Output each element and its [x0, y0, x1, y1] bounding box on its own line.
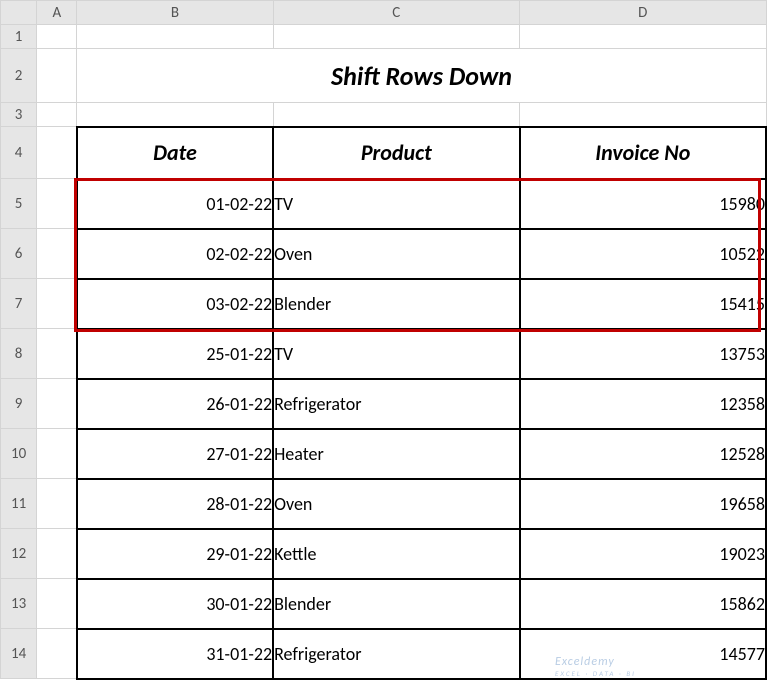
row-header-14[interactable]: 14: [1, 629, 37, 679]
col-header-C[interactable]: C: [273, 1, 519, 25]
cell-date[interactable]: 01-02-22: [77, 179, 273, 229]
cell-product[interactable]: TV: [273, 179, 519, 229]
cell-product[interactable]: TV: [273, 329, 519, 379]
cell-date[interactable]: 02-02-22: [77, 229, 273, 279]
cell-product[interactable]: Blender: [273, 579, 519, 629]
cell[interactable]: [273, 103, 519, 127]
cell-date[interactable]: 30-01-22: [77, 579, 273, 629]
cell[interactable]: [77, 25, 273, 49]
cell-date[interactable]: 25-01-22: [77, 329, 273, 379]
cell-invoice[interactable]: 15980: [520, 179, 766, 229]
cell-invoice[interactable]: 10522: [520, 229, 766, 279]
cell[interactable]: [37, 25, 77, 49]
cell-product[interactable]: Refrigerator: [273, 629, 519, 679]
cell[interactable]: [37, 279, 77, 329]
row-header-2[interactable]: 2: [1, 49, 37, 103]
row-header-4[interactable]: 4: [1, 127, 37, 179]
cell-date[interactable]: 28-01-22: [77, 479, 273, 529]
cell-product[interactable]: Refrigerator: [273, 379, 519, 429]
header-invoice[interactable]: Invoice No: [520, 127, 766, 179]
cell-invoice[interactable]: 15415: [520, 279, 766, 329]
cell-date[interactable]: 31-01-22: [77, 629, 273, 679]
col-header-D[interactable]: D: [520, 1, 766, 25]
cell[interactable]: [37, 479, 77, 529]
row-header-9[interactable]: 9: [1, 379, 37, 429]
row-header-13[interactable]: 13: [1, 579, 37, 629]
cell-product[interactable]: Blender: [273, 279, 519, 329]
cell-product[interactable]: Oven: [273, 479, 519, 529]
cell[interactable]: [37, 579, 77, 629]
cell[interactable]: [37, 329, 77, 379]
cell-date[interactable]: 27-01-22: [77, 429, 273, 479]
cell[interactable]: [520, 25, 766, 49]
cell[interactable]: [37, 179, 77, 229]
cell-product[interactable]: Kettle: [273, 529, 519, 579]
cell-invoice[interactable]: 15862: [520, 579, 766, 629]
row-header-1[interactable]: 1: [1, 25, 37, 49]
cell[interactable]: [37, 229, 77, 279]
cell-invoice[interactable]: 12528: [520, 429, 766, 479]
cell-invoice[interactable]: 14577: [520, 629, 766, 679]
cell[interactable]: [37, 127, 77, 179]
col-header-B[interactable]: B: [77, 1, 273, 25]
select-all-corner[interactable]: [1, 1, 37, 25]
cell[interactable]: [37, 379, 77, 429]
row-header-10[interactable]: 10: [1, 429, 37, 479]
col-header-A[interactable]: A: [37, 1, 77, 25]
header-date[interactable]: Date: [77, 127, 273, 179]
header-product[interactable]: Product: [273, 127, 519, 179]
cell[interactable]: [520, 103, 766, 127]
cell[interactable]: [37, 629, 77, 679]
cell-date[interactable]: 03-02-22: [77, 279, 273, 329]
row-header-5[interactable]: 5: [1, 179, 37, 229]
cell[interactable]: [37, 529, 77, 579]
row-header-12[interactable]: 12: [1, 529, 37, 579]
cell[interactable]: [37, 429, 77, 479]
cell[interactable]: [77, 103, 273, 127]
row-header-11[interactable]: 11: [1, 479, 37, 529]
cell-date[interactable]: 26-01-22: [77, 379, 273, 429]
title-cell[interactable]: Shift Rows Down: [77, 49, 766, 103]
row-header-3[interactable]: 3: [1, 103, 37, 127]
spreadsheet[interactable]: A B C D 1 2 Shift Rows Down 3 4 Date Pro…: [0, 0, 767, 680]
cell-product[interactable]: Heater: [273, 429, 519, 479]
cell-invoice[interactable]: 13753: [520, 329, 766, 379]
row-header-7[interactable]: 7: [1, 279, 37, 329]
row-header-6[interactable]: 6: [1, 229, 37, 279]
cell-invoice[interactable]: 19658: [520, 479, 766, 529]
cell-invoice[interactable]: 19023: [520, 529, 766, 579]
cell-product[interactable]: Oven: [273, 229, 519, 279]
cell[interactable]: [37, 103, 77, 127]
cell-invoice[interactable]: 12358: [520, 379, 766, 429]
cell[interactable]: [273, 25, 519, 49]
cell-date[interactable]: 29-01-22: [77, 529, 273, 579]
cell[interactable]: [37, 49, 77, 103]
row-header-8[interactable]: 8: [1, 329, 37, 379]
